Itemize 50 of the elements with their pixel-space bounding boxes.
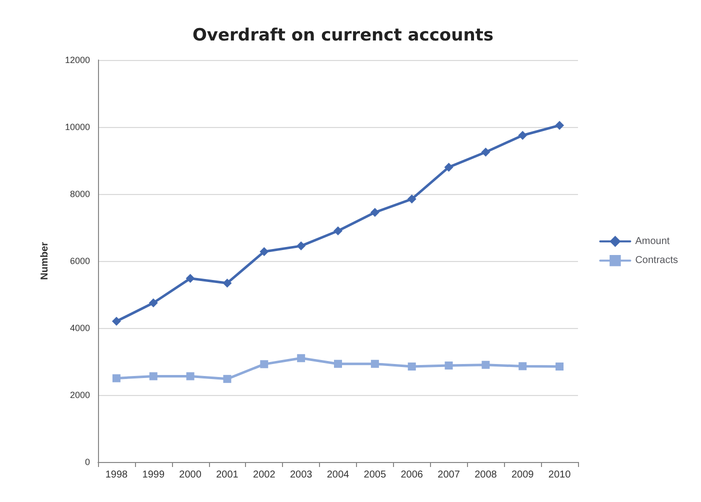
- point: [223, 374, 232, 383]
- x-tick-label: 2002: [253, 470, 276, 480]
- point: [112, 374, 120, 382]
- point: [556, 362, 564, 371]
- point: [222, 278, 232, 288]
- x-tick-label: 1998: [105, 470, 128, 480]
- point: [555, 120, 564, 130]
- point: [186, 274, 195, 283]
- y-tick-label: 6000: [70, 256, 90, 266]
- point: [370, 360, 379, 368]
- x-tick-label: 2010: [548, 470, 572, 480]
- point: [407, 194, 416, 204]
- y-tick-label: 8000: [70, 189, 90, 199]
- point: [296, 241, 306, 250]
- point: [444, 162, 454, 172]
- y-tick-label: 0: [84, 457, 90, 467]
- x-tick-label: 2009: [511, 470, 534, 480]
- point: [260, 360, 268, 368]
- x-tick-label: 2006: [400, 470, 424, 480]
- x-tick-label: 2007: [438, 470, 460, 480]
- x-tick-label: 2000: [179, 470, 202, 480]
- point: [334, 226, 342, 236]
- point: [148, 298, 158, 308]
- y-axis-title: Number: [40, 242, 50, 280]
- point: [112, 316, 121, 326]
- point: [518, 362, 527, 370]
- x-tick-label: 2001: [216, 470, 239, 480]
- legend-label: Contracts: [635, 255, 678, 266]
- x-tick-label: 2004: [326, 470, 350, 480]
- x-tick-label: 2003: [290, 470, 313, 480]
- point: [482, 360, 490, 369]
- x-tick-label: 2008: [474, 470, 498, 480]
- point: [518, 130, 528, 140]
- legend-label: Amount: [635, 236, 670, 247]
- point: [370, 208, 380, 217]
- y-tick-label: 12000: [64, 55, 90, 65]
- point: [186, 372, 194, 380]
- y-tick-label: 4000: [70, 323, 90, 333]
- point: [149, 372, 158, 380]
- chart-title: Overdraft on currenct accounts: [192, 26, 494, 46]
- point: [334, 360, 342, 368]
- point: [481, 148, 490, 157]
- point: [408, 362, 416, 371]
- y-tick-label: 10000: [64, 122, 90, 132]
- point: [444, 362, 453, 370]
- point: [297, 354, 306, 362]
- point: [260, 247, 269, 256]
- x-tick-label: 2005: [364, 470, 386, 480]
- y-tick-label: 2000: [70, 390, 90, 400]
- x-tick-label: 1999: [142, 470, 165, 480]
